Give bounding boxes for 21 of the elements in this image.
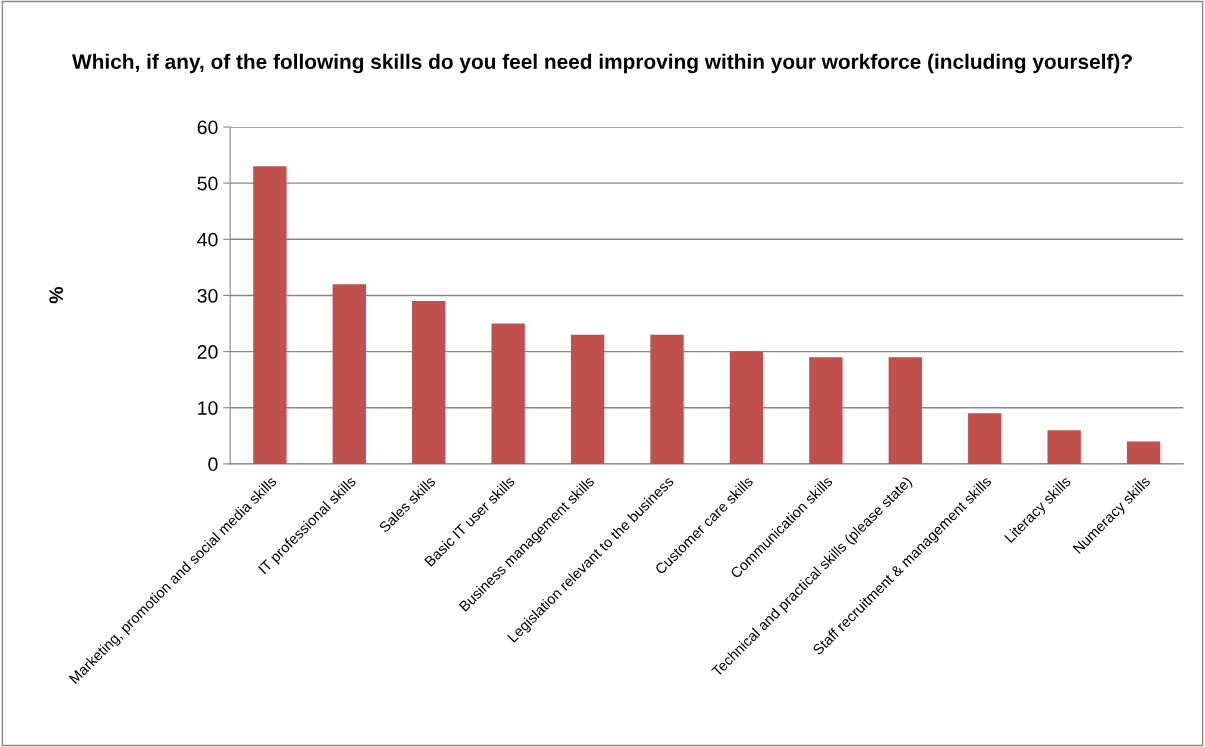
chart-title: Which, if any, of the following skills do you feel need improving within your workforce (including yourself)? [72,53,1132,74]
y-tick-label: 40 [197,232,218,247]
bar [491,323,525,464]
y-tick-label: 20 [197,345,218,359]
bar [570,334,605,464]
y-tick-label: 10 [198,401,218,415]
bar [809,357,843,464]
bar [1126,441,1161,464]
y-tick-label: 50 [197,176,218,191]
bar [1047,430,1081,464]
y-tick-label: 0 [208,457,218,472]
bar [332,284,366,464]
bar [412,301,446,464]
y-axis-title: % [49,286,64,304]
bar [968,413,1002,464]
bar [650,334,684,464]
bar [729,351,764,464]
y-tick-label: 60 [197,120,218,135]
bar [253,166,287,464]
bar [888,357,922,464]
y-tick-label: 30 [197,288,218,303]
